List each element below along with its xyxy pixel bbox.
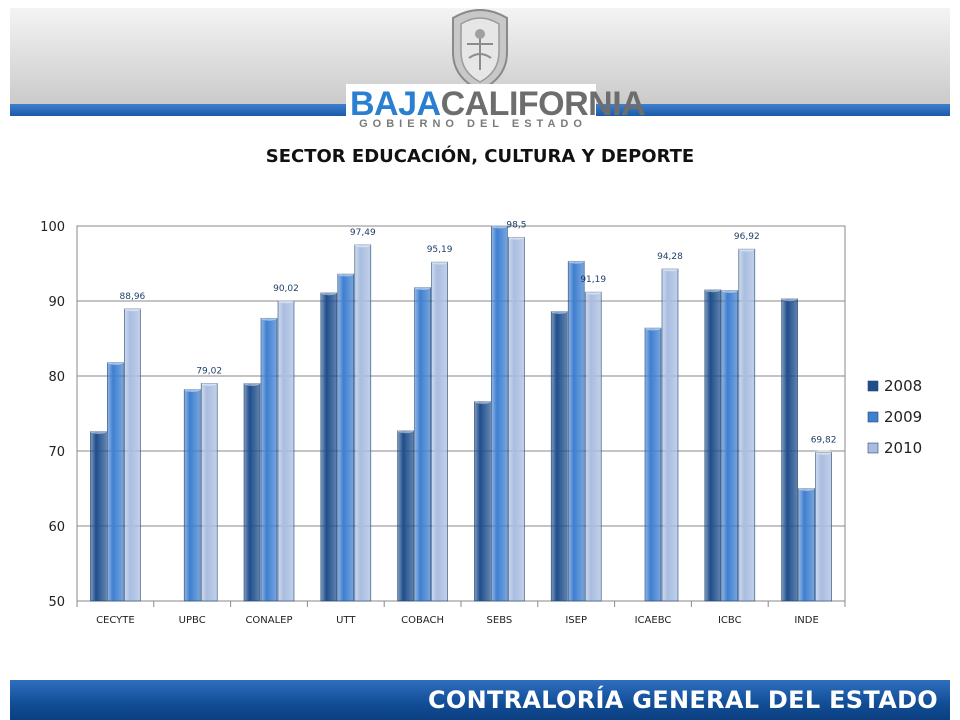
- bar-top: [201, 380, 218, 386]
- bar-2008-CECYTE: [90, 431, 107, 602]
- x-tick-label: ICAEBC: [635, 615, 672, 626]
- data-label: 97,49: [350, 228, 376, 238]
- baja-california-logo: BAJACALIFORNIA: [350, 85, 646, 123]
- bar-2009-INDE: [798, 488, 815, 602]
- bar-2010-ICAEBC: [661, 268, 679, 602]
- data-label: 91,19: [580, 275, 606, 285]
- logo-subtitle: GOBIERNO DEL ESTADO: [359, 118, 587, 130]
- bar-2009-CONALEP: [260, 317, 278, 602]
- x-tick-label: INDE: [794, 615, 818, 626]
- bar-top: [261, 315, 277, 321]
- bar-2008-COBACH: [397, 430, 414, 602]
- data-label: 96,92: [734, 232, 760, 242]
- x-tick-label: UPBC: [179, 615, 206, 626]
- bar-top: [431, 259, 448, 265]
- bar-2008-INDE: [781, 298, 798, 602]
- coat-of-arms-icon: [452, 9, 508, 92]
- legend-swatch: [867, 411, 879, 423]
- data-label: 95,19: [427, 245, 453, 255]
- bar-top: [815, 449, 832, 455]
- bar-top: [721, 288, 738, 293]
- bar-top: [244, 381, 260, 386]
- bar-top: [414, 285, 431, 290]
- bar-2008-ICBC: [704, 289, 722, 602]
- bar-2010-CONALEP: [277, 300, 295, 602]
- bar-top: [337, 271, 354, 277]
- bar-top: [320, 290, 337, 296]
- y-tick-label: 60: [48, 520, 65, 535]
- bar-2010-ISEP: [584, 291, 602, 602]
- bar-2009-CECYTE: [107, 362, 124, 602]
- x-tick-label: COBACH: [401, 615, 444, 626]
- bar-top: [738, 246, 755, 252]
- bar-2008-UTT: [320, 292, 338, 602]
- bar-top: [474, 399, 491, 404]
- bar-top: [798, 486, 815, 491]
- bar-top: [90, 429, 107, 434]
- y-tick-label: 80: [48, 370, 65, 385]
- bar-top: [645, 325, 661, 331]
- chart-title: SECTOR EDUCACIÓN, CULTURA Y DEPORTE: [265, 146, 695, 167]
- data-label: 98,5: [506, 220, 526, 230]
- y-tick-label: 70: [48, 445, 65, 460]
- legend-swatch: [867, 442, 879, 454]
- bar-2009-UTT: [337, 273, 355, 602]
- legend-swatch: [867, 380, 879, 392]
- x-tick-label: CECYTE: [96, 615, 135, 626]
- y-tick-label: 50: [48, 595, 65, 610]
- x-tick-label: ICBC: [718, 615, 742, 626]
- legend-label: 2008: [884, 377, 922, 395]
- bar-2009-ISEP: [567, 260, 585, 602]
- bar-top: [568, 258, 585, 264]
- bar-2010-SEBS: [508, 236, 525, 602]
- x-tick-label: CONALEP: [245, 615, 292, 626]
- bar-top: [124, 306, 141, 312]
- legend-label: 2009: [884, 408, 922, 426]
- bar-top: [491, 223, 508, 229]
- bar-2010-UTT: [354, 244, 372, 602]
- bar-top: [184, 387, 201, 392]
- bar-2009-COBACH: [414, 287, 431, 602]
- data-label: 88,96: [120, 292, 146, 302]
- bar-top: [508, 234, 525, 240]
- logo-backdrop: [346, 84, 596, 132]
- bar-2009-SEBS: [491, 225, 508, 602]
- bar-top: [107, 360, 124, 365]
- data-label: 79,02: [196, 366, 222, 376]
- bar-2010-INDE: [815, 452, 832, 602]
- bar-2009-ICAEBC: [644, 327, 662, 602]
- data-label: 69,82: [811, 435, 837, 445]
- y-tick-label: 100: [40, 220, 65, 235]
- logo-word-california: CALIFORNIA: [440, 85, 646, 123]
- x-tick-label: SEBS: [487, 615, 513, 626]
- bar-2010-ICBC: [738, 248, 756, 602]
- bar-2008-SEBS: [474, 401, 491, 602]
- bar-2008-ISEP: [550, 311, 568, 602]
- legend-label: 2010: [884, 439, 922, 457]
- x-tick-label: ISEP: [565, 615, 587, 626]
- bar-chart: 50 60 70 80 90 100 88,96 CECYTE 79,02 UPBC 90,02 CO…: [40, 220, 922, 626]
- x-tick-label: UTT: [336, 615, 356, 626]
- bar-2010-UPBC: [200, 383, 218, 602]
- logo-word-baja: BAJA: [350, 85, 441, 123]
- bar-top: [585, 289, 602, 295]
- data-label: 94,28: [657, 252, 683, 262]
- footer-band: [10, 680, 950, 720]
- bar-2010-CECYTE: [124, 308, 141, 602]
- bar-2009-ICBC: [721, 290, 739, 602]
- bar-top: [704, 287, 721, 293]
- bar-2009-UPBC: [183, 389, 201, 602]
- bar-top: [354, 242, 371, 248]
- bar-2008-CONALEP: [243, 383, 261, 602]
- footer-title: CONTRALORÍA GENERAL DEL ESTADO: [427, 686, 938, 714]
- bar-top: [278, 298, 294, 304]
- bar-top: [551, 309, 568, 314]
- bar-top: [662, 266, 678, 272]
- bar-top: [781, 296, 798, 302]
- y-tick-label: 90: [48, 295, 65, 310]
- bar-2010-COBACH: [431, 261, 448, 602]
- bar-top: [397, 428, 414, 434]
- data-label: 90,02: [273, 284, 299, 294]
